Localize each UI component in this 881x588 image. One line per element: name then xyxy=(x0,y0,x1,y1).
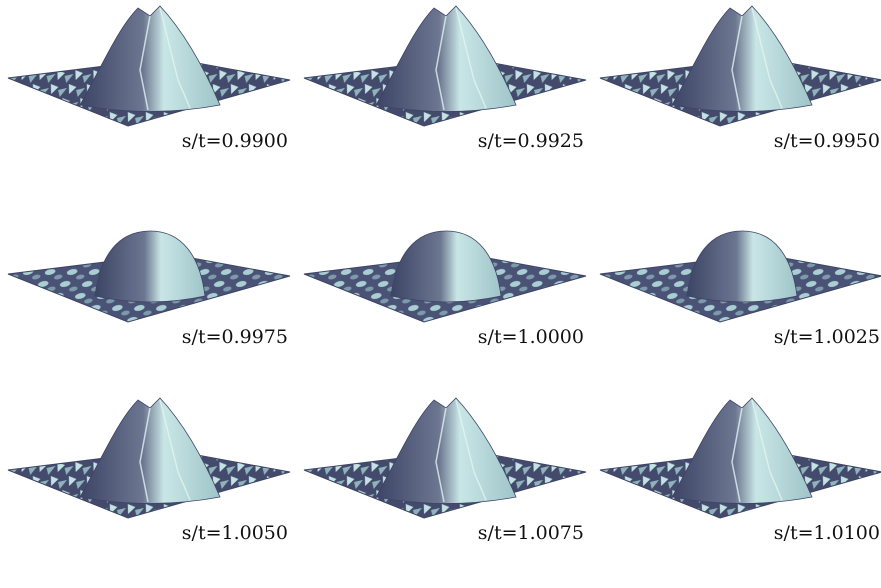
surface-panel: s/t=1.0025 xyxy=(600,231,881,348)
panel-label: s/t=1.0100 xyxy=(774,522,880,544)
surface-peak xyxy=(672,6,812,112)
surface-panel: s/t=0.9925 xyxy=(304,6,586,152)
surface-panel: s/t=1.0075 xyxy=(304,398,586,544)
surface-panel: s/t=0.9975 xyxy=(8,231,290,348)
panel-label: s/t=1.0025 xyxy=(774,326,880,348)
surface-panel: s/t=1.0000 xyxy=(304,231,586,348)
surface-panel: s/t=0.9900 xyxy=(8,6,290,152)
panel-label: s/t=1.0000 xyxy=(478,326,584,348)
panel-label: s/t=1.0050 xyxy=(182,522,288,544)
panel-label: s/t=0.9950 xyxy=(774,130,880,152)
panel-label: s/t=0.9925 xyxy=(478,130,584,152)
surface-peak xyxy=(80,6,220,112)
surface-panel: s/t=1.0050 xyxy=(8,398,290,544)
panel-label: s/t=0.9900 xyxy=(182,130,288,152)
page: s/t=0.9900 s/t=0.9925 s/t=0.9950 s/t=0.9975… xyxy=(0,0,881,588)
figure: s/t=0.9900 s/t=0.9925 s/t=0.9950 s/t=0.9975… xyxy=(0,0,881,588)
surface-peak xyxy=(80,398,220,504)
surface-peak xyxy=(672,398,812,504)
surface-panel: s/t=0.9950 xyxy=(600,6,881,152)
panel-label: s/t=1.0075 xyxy=(478,522,584,544)
surface-peak xyxy=(376,398,516,504)
surface-peak xyxy=(687,231,797,302)
surface-peak xyxy=(391,231,501,302)
surface-peak xyxy=(95,231,205,302)
surface-panel: s/t=1.0100 xyxy=(600,398,881,544)
surface-peak xyxy=(376,6,516,112)
panel-label: s/t=0.9975 xyxy=(182,326,288,348)
